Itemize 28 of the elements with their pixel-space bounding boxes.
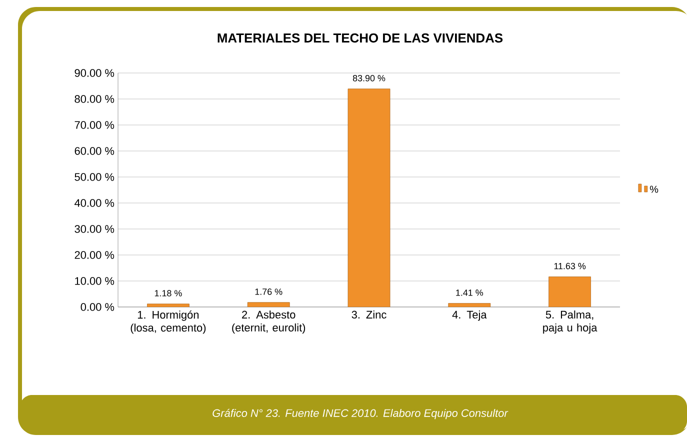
bar: [348, 88, 390, 307]
bar: [448, 303, 491, 307]
chart-title: MATERIALES DEL TECHO DE LAS VIVIENDAS: [218, 33, 503, 43]
x-tick-label: 5. Palma, paja u hoja: [543, 310, 598, 334]
x-tick-label: 3. Zinc: [352, 310, 386, 319]
y-tick-label: 70.00 %: [74, 121, 114, 129]
data-label: 1.41 %: [456, 290, 484, 296]
data-label: 83.90 %: [352, 74, 386, 82]
x-tick-label: 1. Hormigón (losa, cemento): [130, 310, 206, 334]
y-tick-label: 90.00 %: [74, 69, 114, 77]
data-label: 11.63 %: [554, 262, 586, 270]
y-tick-label: 60.00 %: [74, 147, 114, 155]
legend-label: %: [650, 186, 658, 193]
y-tick-label: 30.00 %: [74, 225, 114, 233]
y-tick-label: 50.00 %: [74, 173, 114, 181]
data-label: 1.18 %: [154, 290, 182, 296]
y-tick-label: 0.00 %: [80, 303, 114, 311]
x-tick-label: 2. Asbesto (eternit, eurolit): [232, 310, 306, 334]
y-tick-label: 40.00 %: [74, 199, 114, 207]
bar: [247, 302, 290, 307]
x-tick-label: 4. Teja: [452, 310, 487, 321]
bar: [548, 276, 591, 307]
y-tick-label: 80.00 %: [74, 95, 114, 103]
text: Gráfico N° 23. Fuente INEC 2010. Elaboro Equipo Consultor: [212, 408, 508, 420]
bar: [147, 304, 190, 307]
y-tick-label: 10.00 %: [75, 277, 114, 285]
data-label: 1.76 %: [255, 288, 282, 295]
y-tick-label: 20.00 %: [74, 251, 114, 259]
